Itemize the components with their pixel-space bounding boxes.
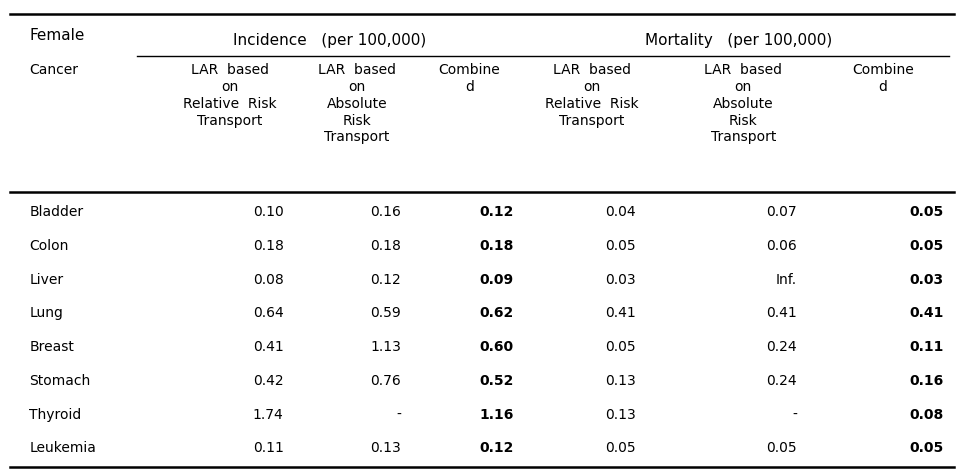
Text: 0.05: 0.05: [605, 340, 635, 354]
Text: 0.41: 0.41: [766, 306, 796, 320]
Text: 1.16: 1.16: [479, 408, 513, 422]
Text: 0.05: 0.05: [909, 205, 943, 219]
Text: 0.41: 0.41: [605, 306, 635, 320]
Text: Inf.: Inf.: [775, 272, 796, 287]
Text: 0.07: 0.07: [766, 205, 796, 219]
Text: Mortality   (per 100,000): Mortality (per 100,000): [644, 33, 831, 48]
Text: Stomach: Stomach: [29, 374, 91, 388]
Text: Thyroid: Thyroid: [29, 408, 81, 422]
Text: 0.52: 0.52: [479, 374, 513, 388]
Text: 0.41: 0.41: [253, 340, 283, 354]
Text: Breast: Breast: [29, 340, 74, 354]
Text: 0.09: 0.09: [479, 272, 513, 287]
Text: 0.59: 0.59: [370, 306, 401, 320]
Text: 0.13: 0.13: [605, 408, 635, 422]
Text: LAR  based
on
Absolute
Risk
Transport: LAR based on Absolute Risk Transport: [318, 63, 396, 144]
Text: Cancer: Cancer: [29, 63, 78, 77]
Text: 0.04: 0.04: [605, 205, 635, 219]
Text: 0.62: 0.62: [479, 306, 513, 320]
Text: Lung: Lung: [29, 306, 64, 320]
Text: 0.05: 0.05: [605, 239, 635, 253]
Text: 0.11: 0.11: [909, 340, 943, 354]
Text: 0.41: 0.41: [909, 306, 943, 320]
Text: 0.18: 0.18: [369, 239, 401, 253]
Text: 0.12: 0.12: [479, 441, 513, 455]
Text: 0.06: 0.06: [766, 239, 796, 253]
Text: Leukemia: Leukemia: [29, 441, 96, 455]
Text: LAR  based
on
Relative  Risk
Transport: LAR based on Relative Risk Transport: [183, 63, 276, 128]
Text: Combine
d: Combine d: [438, 63, 500, 94]
Text: 0.10: 0.10: [253, 205, 283, 219]
Text: 0.42: 0.42: [253, 374, 283, 388]
Text: Liver: Liver: [29, 272, 64, 287]
Text: Colon: Colon: [29, 239, 68, 253]
Text: 0.08: 0.08: [909, 408, 943, 422]
Text: 0.05: 0.05: [909, 239, 943, 253]
Text: 0.13: 0.13: [370, 441, 401, 455]
Text: 0.18: 0.18: [479, 239, 513, 253]
Text: 0.24: 0.24: [766, 340, 796, 354]
Text: Incidence   (per 100,000): Incidence (per 100,000): [234, 33, 426, 48]
Text: 1.74: 1.74: [253, 408, 283, 422]
Text: 0.12: 0.12: [479, 205, 513, 219]
Text: 0.08: 0.08: [253, 272, 283, 287]
Text: 0.03: 0.03: [605, 272, 635, 287]
Text: 0.05: 0.05: [766, 441, 796, 455]
Text: 0.16: 0.16: [909, 374, 943, 388]
Text: LAR  based
on
Absolute
Risk
Transport: LAR based on Absolute Risk Transport: [703, 63, 782, 144]
Text: Combine
d: Combine d: [851, 63, 913, 94]
Text: 0.18: 0.18: [252, 239, 283, 253]
Text: 0.11: 0.11: [252, 441, 283, 455]
Text: 0.60: 0.60: [479, 340, 513, 354]
Text: 0.76: 0.76: [370, 374, 401, 388]
Text: 0.64: 0.64: [253, 306, 283, 320]
Text: 1.13: 1.13: [369, 340, 401, 354]
Text: 0.16: 0.16: [369, 205, 401, 219]
Text: 0.24: 0.24: [766, 374, 796, 388]
Text: 0.13: 0.13: [605, 374, 635, 388]
Text: 0.03: 0.03: [909, 272, 943, 287]
Text: 0.12: 0.12: [370, 272, 401, 287]
Text: 0.05: 0.05: [909, 441, 943, 455]
Text: -: -: [396, 408, 401, 422]
Text: Bladder: Bladder: [29, 205, 83, 219]
Text: 0.05: 0.05: [605, 441, 635, 455]
Text: -: -: [791, 408, 796, 422]
Text: LAR  based
on
Relative  Risk
Transport: LAR based on Relative Risk Transport: [544, 63, 638, 128]
Text: Female: Female: [29, 28, 85, 43]
